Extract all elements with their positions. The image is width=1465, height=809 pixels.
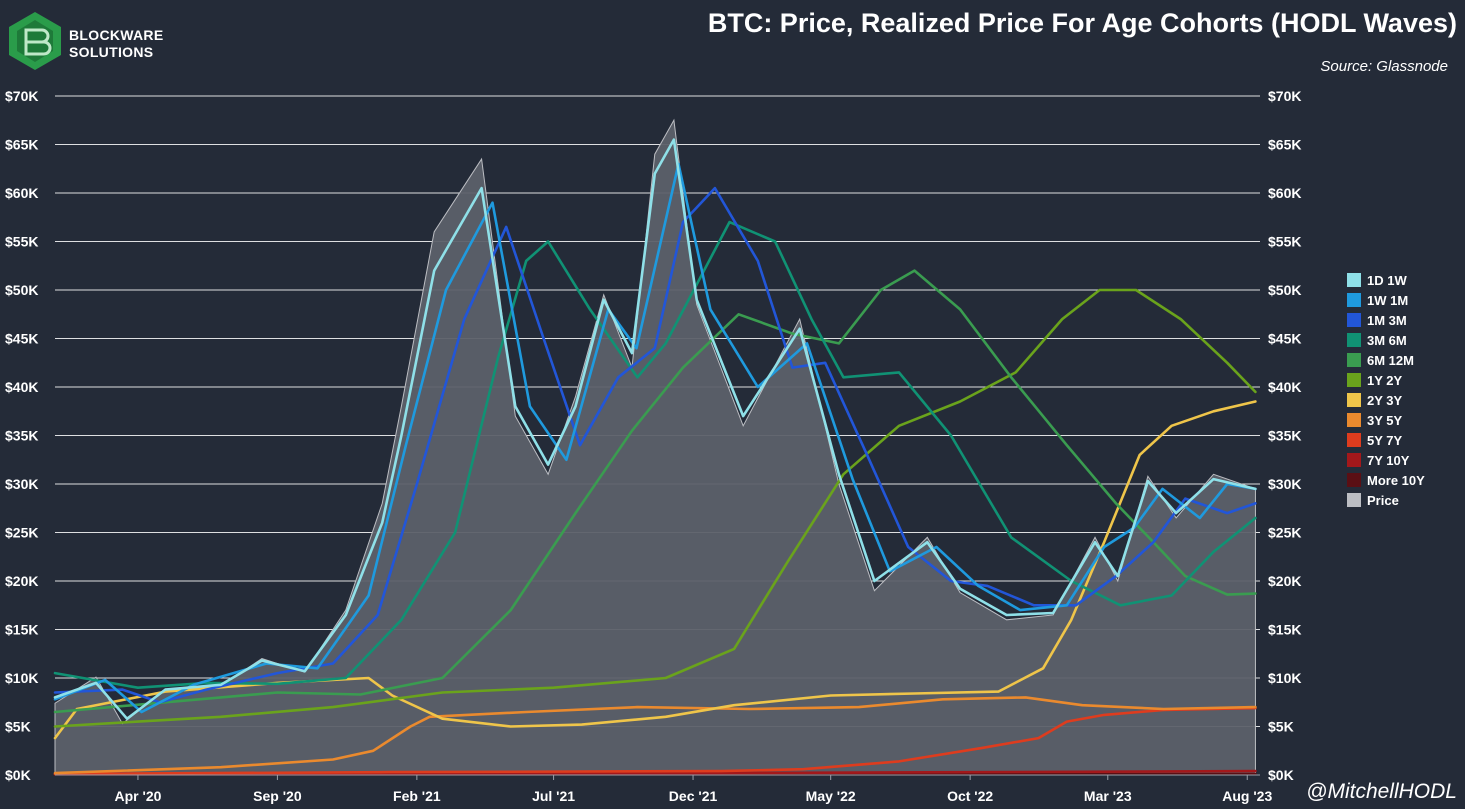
legend-swatch	[1347, 333, 1361, 347]
y-tick-label-left: $35K	[5, 428, 38, 444]
legend-item-2y-3y[interactable]: 2Y 3Y	[1347, 390, 1425, 410]
legend-item-1w-1m[interactable]: 1W 1M	[1347, 290, 1425, 310]
legend-item-price[interactable]: Price	[1347, 490, 1425, 510]
y-tick-label-right: $10K	[1268, 670, 1301, 686]
legend-label: Price	[1367, 492, 1399, 508]
y-tick-label-right: $0K	[1268, 767, 1294, 783]
y-tick-label-left: $60K	[5, 185, 38, 201]
y-tick-label-right: $50K	[1268, 282, 1301, 298]
legend-item-1m-3m[interactable]: 1M 3M	[1347, 310, 1425, 330]
legend-item-1y-2y[interactable]: 1Y 2Y	[1347, 370, 1425, 390]
x-tick-label: Jul '21	[532, 788, 575, 804]
legend-swatch	[1347, 273, 1361, 287]
x-tick-label: Dec '21	[669, 788, 718, 804]
legend-label: 3Y 5Y	[1367, 412, 1403, 428]
y-tick-label-left: $50K	[5, 282, 38, 298]
y-tick-label-left: $20K	[5, 573, 38, 589]
series-line-1y-2y	[53, 288, 1257, 728]
y-tick-label-right: $65K	[1268, 137, 1301, 153]
logo-text-line-2: SOLUTIONS	[69, 44, 154, 60]
y-tick-label-left: $10K	[5, 670, 38, 686]
legend-item-3y-5y[interactable]: 3Y 5Y	[1347, 410, 1425, 430]
legend-label: 1M 3M	[1367, 312, 1407, 328]
legend-item-5y-7y[interactable]: 5Y 7Y	[1347, 430, 1425, 450]
y-tick-label-left: $30K	[5, 476, 38, 492]
series-line-1m-3m	[53, 186, 1257, 704]
legend-label: More 10Y	[1367, 472, 1425, 488]
y-tick-label-left: $55K	[5, 234, 38, 250]
legend-swatch	[1347, 493, 1361, 507]
y-tick-label-right: $60K	[1268, 185, 1301, 201]
x-tick-label: Mar '23	[1084, 788, 1132, 804]
legend-label: 2Y 3Y	[1367, 392, 1403, 408]
legend-item-3m-6m[interactable]: 3M 6M	[1347, 330, 1425, 350]
x-tick-label: Aug '23	[1222, 788, 1272, 804]
legend-item-7y-10y[interactable]: 7Y 10Y	[1347, 450, 1425, 470]
x-tick-label: Sep '20	[253, 788, 302, 804]
y-tick-label-right: $20K	[1268, 573, 1301, 589]
legend-swatch	[1347, 413, 1361, 427]
y-tick-label-left: $40K	[5, 379, 38, 395]
y-tick-label-right: $40K	[1268, 379, 1301, 395]
legend-item-1d-1w[interactable]: 1D 1W	[1347, 270, 1425, 290]
y-tick-label-left: $25K	[5, 525, 38, 541]
legend-label: 3M 6M	[1367, 332, 1407, 348]
y-tick-label-right: $45K	[1268, 331, 1301, 347]
series-line-1d-1w	[53, 138, 1257, 720]
chart-legend: 1D 1W 1W 1M 1M 3M 3M 6M 6M 12M 1Y 2Y 2Y 3Y 3Y 5…	[1347, 270, 1425, 510]
legend-swatch	[1347, 453, 1361, 467]
author-watermark: @MitchellHODL	[1306, 780, 1457, 803]
logo-text-line-1: BLOCKWARE	[69, 27, 164, 43]
legend-swatch	[1347, 473, 1361, 487]
x-tick-label: Apr '20	[114, 788, 161, 804]
y-tick-label-left: $45K	[5, 331, 38, 347]
legend-swatch	[1347, 393, 1361, 407]
y-tick-label-left: $65K	[5, 137, 38, 153]
x-tick-label: Feb '21	[393, 788, 441, 804]
y-tick-label-left: $70K	[5, 88, 38, 104]
legend-item-6m-12m[interactable]: 6M 12M	[1347, 350, 1425, 370]
y-tick-label-left: $15K	[5, 622, 38, 638]
brand-logo: BLOCKWARE SOLUTIONS	[6, 10, 166, 72]
series-line-5y-7y	[53, 706, 1257, 776]
legend-swatch	[1347, 433, 1361, 447]
y-tick-label-left: $5K	[5, 719, 31, 735]
logo-mark-icon	[9, 12, 61, 70]
legend-swatch	[1347, 293, 1361, 307]
legend-label: 7Y 10Y	[1367, 452, 1410, 468]
y-tick-label-right: $5K	[1268, 719, 1294, 735]
x-tick-label: Oct '22	[947, 788, 993, 804]
y-tick-label-right: $55K	[1268, 234, 1301, 250]
y-tick-label-right: $70K	[1268, 88, 1301, 104]
legend-label: 1D 1W	[1367, 272, 1407, 288]
source-note: Source: Glassnode	[1320, 58, 1448, 75]
legend-swatch	[1347, 313, 1361, 327]
legend-swatch	[1347, 373, 1361, 387]
y-tick-label-right: $15K	[1268, 622, 1301, 638]
y-tick-label-right: $30K	[1268, 476, 1301, 492]
legend-label: 1Y 2Y	[1367, 372, 1403, 388]
legend-label: 6M 12M	[1367, 352, 1414, 368]
legend-label: 5Y 7Y	[1367, 432, 1403, 448]
series-line-3y-5y	[53, 696, 1257, 775]
legend-item-more-10y[interactable]: More 10Y	[1347, 470, 1425, 490]
legend-label: 1W 1M	[1367, 292, 1409, 308]
legend-swatch	[1347, 353, 1361, 367]
chart-title: BTC: Price, Realized Price For Age Cohor…	[707, 8, 1457, 38]
y-tick-label-right: $25K	[1268, 525, 1301, 541]
x-tick-label: May '22	[806, 788, 856, 804]
y-tick-label-right: $35K	[1268, 428, 1301, 444]
series-price-area	[54, 118, 1256, 776]
y-tick-label-left: $0K	[5, 767, 31, 783]
